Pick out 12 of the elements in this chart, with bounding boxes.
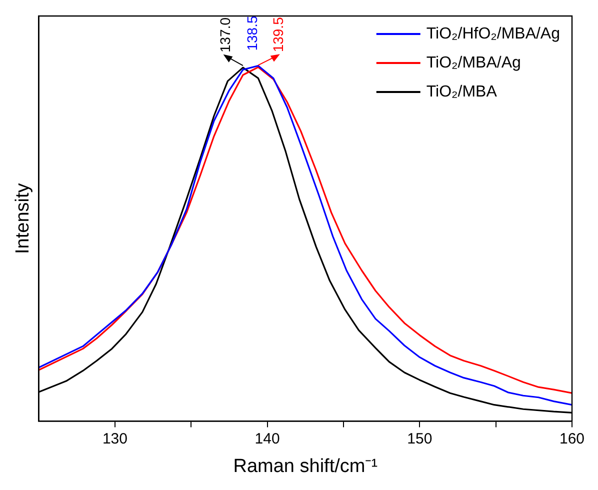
x-tick-label: 160 bbox=[559, 430, 585, 448]
x-tick-label: 150 bbox=[407, 430, 432, 448]
legend-label: TiO₂/MBA bbox=[426, 83, 498, 100]
x-tick-label: 140 bbox=[254, 430, 280, 448]
y-axis-title: Intensity bbox=[12, 182, 34, 254]
text: 138.5 bbox=[244, 16, 260, 51]
x-axis-title: Raman shift/cm⁻¹ bbox=[233, 456, 378, 477]
legend-label: TiO₂/MBA/Ag bbox=[426, 54, 521, 72]
x-tick-label: 130 bbox=[102, 430, 128, 448]
text: 137.0 bbox=[216, 17, 233, 53]
text: 139.5 bbox=[270, 16, 286, 52]
legend-label: TiO₂/HfO₂/MBA/Ag bbox=[426, 25, 560, 42]
